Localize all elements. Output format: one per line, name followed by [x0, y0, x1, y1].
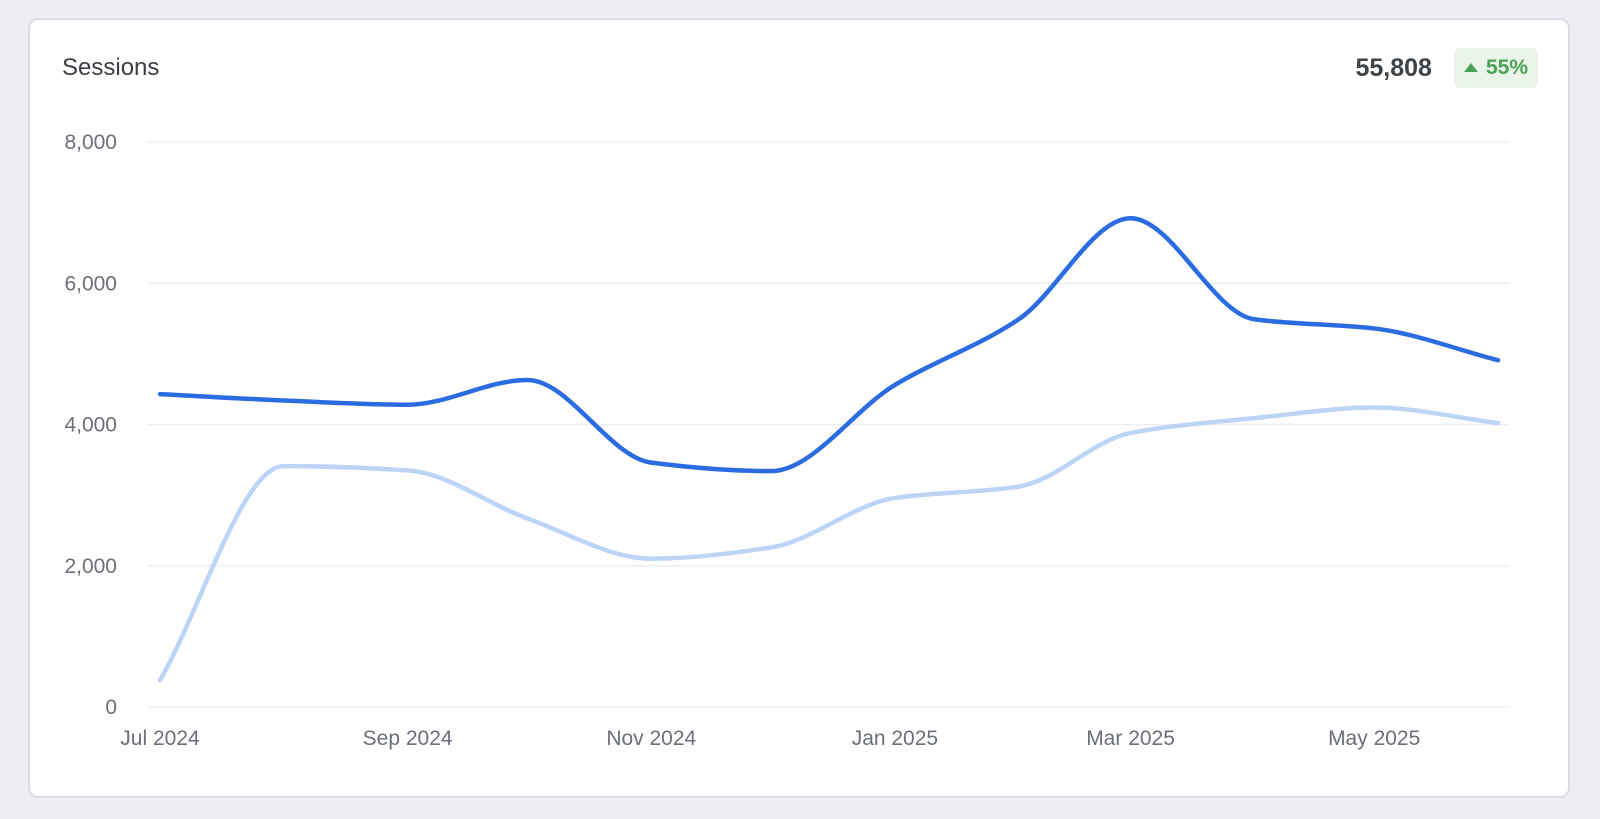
x-tick-label: May 2025 [1328, 727, 1420, 750]
x-tick-label: Mar 2025 [1086, 727, 1175, 750]
sessions-card: Sessions 55,808 55% [28, 18, 1570, 798]
series-line-comparison [157, 405, 1501, 683]
y-tick-label: 4,000 [64, 414, 117, 437]
x-tick-label: Jan 2025 [852, 727, 938, 750]
gridlines [148, 141, 1510, 708]
change-badge: 55% [1453, 48, 1538, 88]
x-tick-label: Nov 2024 [606, 727, 696, 750]
y-axis: 0 2,000 4,000 6,000 8,000 [64, 131, 117, 719]
metric-summary: 55,808 55% [1355, 48, 1538, 88]
total-sessions-value: 55,808 [1355, 53, 1432, 82]
x-axis: Jul 2024 Sep 2024 Nov 2024 Jan 2025 Mar 2025… [120, 727, 1420, 750]
y-tick-label: 6,000 [64, 272, 117, 295]
y-tick-label: 8,000 [64, 131, 117, 154]
x-tick-label: Sep 2024 [363, 727, 453, 750]
series [157, 216, 1501, 683]
arrow-up-icon [1463, 63, 1478, 72]
x-tick-label: Jul 2024 [120, 727, 200, 750]
card-title: Sessions [62, 54, 160, 81]
y-tick-label: 2,000 [64, 555, 117, 578]
change-percent: 55% [1485, 56, 1528, 79]
y-tick-label: 0 [105, 696, 117, 719]
series-line-primary [157, 216, 1501, 474]
